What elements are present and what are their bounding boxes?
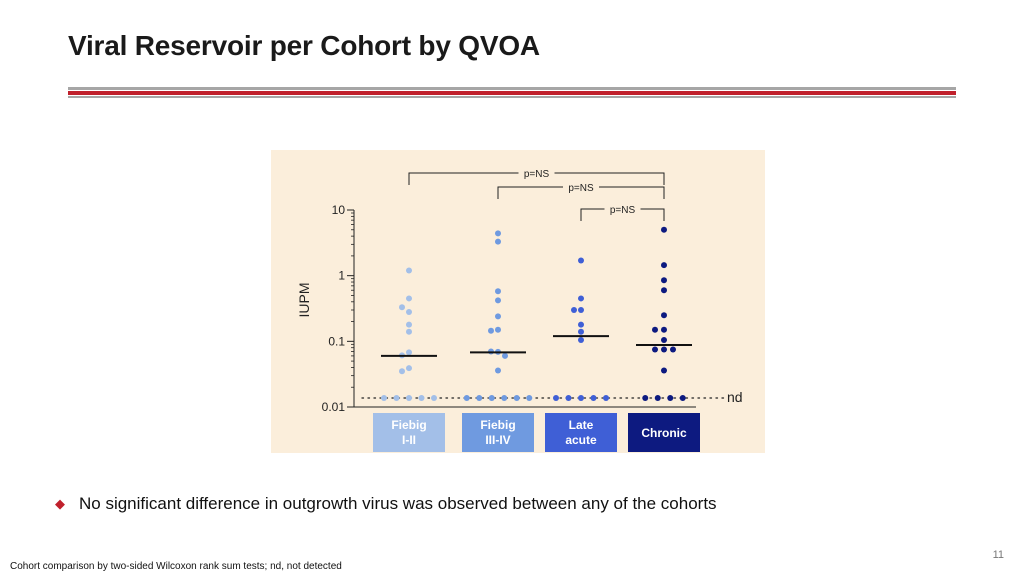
nd-data-point (431, 395, 437, 401)
data-point (488, 327, 494, 334)
cohort-label-line2: III-IV (485, 433, 510, 447)
data-point (495, 313, 501, 320)
nd-data-point (654, 395, 661, 401)
data-point (578, 336, 584, 343)
cohort-label-box (373, 413, 445, 452)
data-point (652, 326, 658, 333)
footnote: Cohort comparison by two-sided Wilcoxon … (10, 561, 342, 572)
nd-data-point (463, 395, 470, 401)
cohort-label-line2: acute (565, 433, 597, 447)
y-tick-label: 0.1 (328, 334, 345, 348)
data-point (661, 226, 667, 233)
title-rule-accent (68, 91, 956, 95)
y-tick-label: 1 (338, 269, 345, 283)
nd-data-point (381, 395, 387, 401)
data-point (495, 297, 501, 304)
data-point (661, 287, 667, 294)
nd-data-point (553, 395, 559, 401)
data-point (578, 328, 584, 335)
nd-data-point (418, 395, 425, 401)
data-point (406, 349, 412, 356)
nd-label: nd (727, 389, 743, 405)
data-point (661, 336, 667, 343)
nd-data-point (642, 395, 649, 401)
cohort-label-line2: I-II (402, 433, 416, 447)
cohort-label-box (545, 413, 617, 452)
data-point (495, 238, 501, 245)
chart-svg: 1010.10.01IUPMndFiebigI-IIFiebigIII-IVLa… (296, 166, 743, 452)
comparison-label: p=NS (568, 183, 594, 194)
data-point (495, 288, 501, 295)
iupm-scatter-chart: 10 1 0.1 0.01 IUPM nd Fiebig I-II Fiebig III-IV La… (271, 150, 765, 453)
data-point (661, 326, 667, 333)
comparison-label: p=NS (610, 205, 636, 216)
y-tick-label: 10 (332, 203, 346, 217)
data-point (495, 326, 501, 333)
comparison-label-bg (563, 180, 599, 193)
key-finding-bullet: ◆ No significant difference in outgrowth… (55, 494, 717, 514)
title-rule-top (68, 87, 956, 90)
cohort-label-line1: Fiebig (391, 418, 426, 432)
data-point (578, 321, 584, 328)
nd-data-point (488, 395, 495, 401)
nd-data-point (501, 395, 508, 401)
nd-data-point (406, 395, 412, 401)
nd-data-point (513, 395, 520, 401)
comparison-label-bg (518, 166, 555, 179)
nd-data-point (679, 395, 686, 401)
data-point (406, 321, 412, 328)
data-point (399, 304, 405, 311)
cohort-label-line1: Late (569, 418, 594, 432)
data-point (495, 367, 501, 374)
data-point (406, 328, 412, 335)
nd-data-point (590, 395, 597, 401)
comparison-label-bg (604, 202, 641, 215)
y-tick-label: 0.01 (322, 400, 346, 414)
diamond-bullet-icon: ◆ (55, 496, 65, 511)
nd-data-point (578, 395, 584, 401)
data-point (571, 307, 577, 314)
data-point (406, 295, 412, 302)
data-point (578, 257, 584, 264)
data-point (652, 346, 658, 353)
slide-title: Viral Reservoir per Cohort by QVOA (68, 30, 540, 61)
data-point (661, 346, 667, 353)
data-point (661, 262, 667, 269)
data-point (661, 312, 667, 319)
data-point (406, 267, 412, 274)
data-point (406, 308, 412, 315)
nd-data-point (603, 395, 609, 401)
nd-data-point (476, 395, 483, 401)
data-point (406, 365, 412, 372)
data-point (502, 352, 508, 359)
data-point (661, 367, 667, 374)
nd-data-point (565, 395, 572, 401)
data-point (495, 230, 501, 237)
bullet-text: No significant difference in outgrowth v… (79, 494, 717, 513)
page-number: 11 (992, 549, 1004, 561)
nd-data-point (667, 395, 674, 401)
cohort-label-box (462, 413, 534, 452)
y-axis-label: IUPM (296, 283, 312, 318)
cohort-label-box (628, 413, 700, 452)
data-point (578, 295, 584, 302)
data-point (578, 307, 584, 314)
nd-data-point (526, 395, 533, 401)
data-point (661, 277, 667, 284)
title-rule-bottom (68, 96, 956, 98)
data-point (399, 368, 405, 375)
data-point (670, 346, 676, 353)
cohort-label-line1: Chronic (641, 426, 687, 440)
nd-data-point (393, 395, 400, 401)
cohort-label-line1: Fiebig (480, 418, 515, 432)
comparison-label: p=NS (524, 169, 550, 180)
